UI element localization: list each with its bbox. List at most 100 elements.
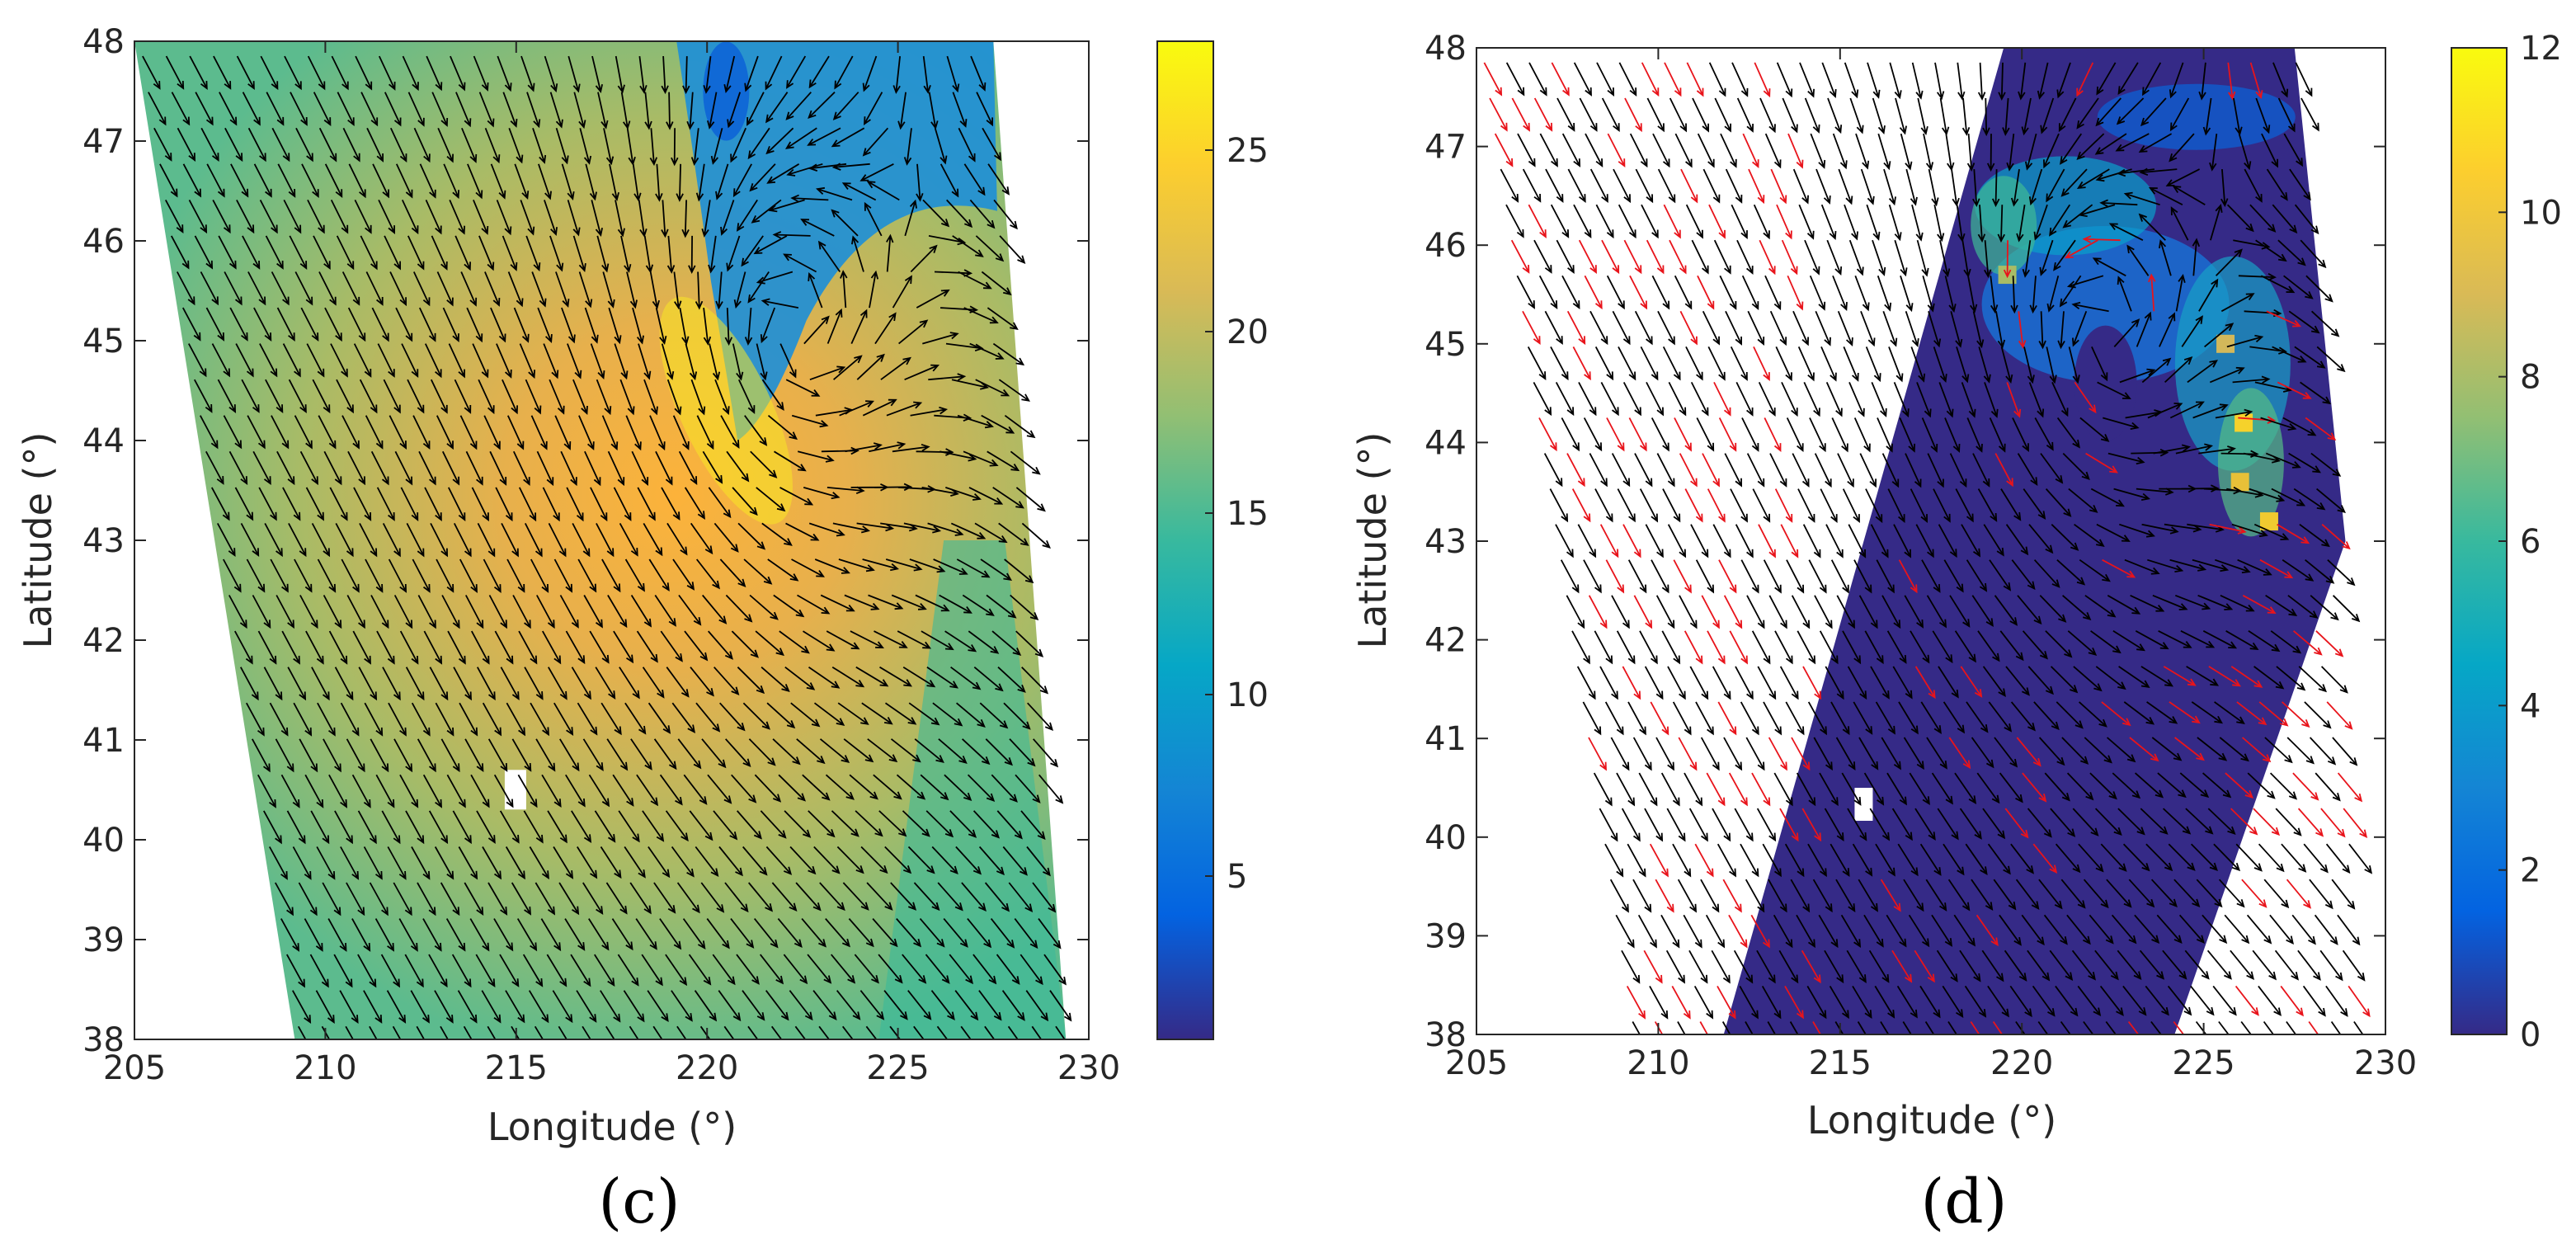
- d-wind-vector: [2302, 985, 2326, 1017]
- d-wind-vector: [1500, 168, 1519, 203]
- c-wind-vector: [742, 846, 768, 876]
- d-wind-vector: [2266, 310, 2301, 327]
- c-wind-vector: [613, 630, 634, 664]
- c-wind-vector: [359, 379, 378, 414]
- d-wind-vector: [2283, 133, 2304, 167]
- c-wind-vector: [642, 810, 665, 842]
- c-wind-vector: [428, 954, 448, 988]
- c-wind-vector: [808, 163, 847, 172]
- c-wind-vector: [802, 774, 831, 801]
- d-wind-vector: [1739, 985, 1759, 1020]
- d-wind-vector: [1904, 595, 1924, 629]
- d-wind-vector: [1865, 488, 1883, 524]
- c-wind-vector: [340, 702, 360, 737]
- d-wind-vector: [1853, 701, 1873, 735]
- d-wind-vector: [1578, 381, 1597, 417]
- c-wind-vector: [1010, 594, 1039, 621]
- d-wind-vector: [1959, 949, 1981, 982]
- c-wind-vector: [265, 235, 284, 270]
- d-wind-vector: [2198, 62, 2206, 101]
- d-wind-vector: [2173, 879, 2201, 908]
- c-wind-vector: [434, 846, 454, 880]
- c-wind-vector: [732, 487, 758, 516]
- c-wind-vector: [482, 846, 502, 880]
- d-wind-vector: [2046, 346, 2057, 384]
- c-wind-vector: [997, 667, 1026, 693]
- d-wind-vector: [1801, 949, 1821, 984]
- d-y-tick-label: 38: [1425, 1016, 1467, 1054]
- c-wind-vector: [523, 810, 544, 844]
- d-wind-vector: [2348, 985, 2371, 1018]
- panel-d-colorbar: [2451, 47, 2508, 1035]
- d-wind-vector: [2071, 301, 2109, 313]
- d-wind-vector: [1761, 985, 1782, 1020]
- c-wind-vector: [1033, 738, 1059, 768]
- d-wind-vector: [1886, 772, 1907, 806]
- d-wind-vector: [1585, 133, 1604, 167]
- d-wind-vector: [2348, 843, 2373, 874]
- d-wind-vector: [2005, 666, 2030, 696]
- d-wind-vector: [1617, 488, 1636, 523]
- c-wind-vector: [790, 702, 821, 728]
- c-wind-vector: [742, 702, 770, 730]
- c-wind-vector: [454, 379, 472, 414]
- c-colorbar-tick-label: 20: [1227, 313, 1269, 351]
- c-wind-vector: [660, 630, 683, 662]
- c-wind-vector: [904, 199, 917, 237]
- d-wind-vector: [1707, 346, 1726, 381]
- d-wind-vector: [1853, 417, 1871, 453]
- d-wind-vector: [1550, 346, 1569, 381]
- c-wind-vector: [345, 1025, 354, 1039]
- c-wind-vector: [976, 92, 993, 127]
- c-wind-vector: [348, 163, 366, 199]
- c-wind-vector: [957, 414, 994, 429]
- c-wind-vector: [305, 487, 324, 521]
- d-wind-vector: [2122, 985, 2147, 1016]
- d-y-tick-label: 48: [1425, 30, 1467, 68]
- c-wind-vector: [1032, 882, 1057, 913]
- c-wind-vector: [577, 702, 598, 736]
- d-wind-vector: [1679, 595, 1698, 629]
- c-wind-vector: [834, 55, 854, 90]
- d-wind-vector: [1848, 382, 1865, 417]
- d-wind-vector: [2090, 630, 2122, 654]
- c-wind-vector: [548, 667, 567, 700]
- d-wind-vector: [1776, 62, 1793, 98]
- d-wind-vector: [2113, 318, 2140, 348]
- d-wind-vector: [1931, 772, 1953, 805]
- d-wind-vector: [2294, 204, 2319, 235]
- d-wind-vector: [1643, 949, 1663, 984]
- c-wind-vector: [234, 630, 253, 665]
- d-wind-vector: [1859, 453, 1877, 488]
- c-wind-vector: [346, 882, 365, 916]
- c-wind-vector: [951, 379, 990, 390]
- c-wind-vector: [382, 667, 401, 701]
- d-wind-vector: [1863, 914, 1884, 948]
- d-wind-vector: [1924, 1021, 1935, 1034]
- c-wind-vector: [677, 738, 702, 770]
- d-wind-vector: [2028, 524, 2054, 554]
- d-wind-vector: [2288, 310, 2320, 334]
- d-y-tick-label: 40: [1425, 819, 1467, 857]
- d-wind-vector: [1792, 453, 1810, 488]
- c-wind-vector: [808, 271, 823, 309]
- d-wind-vector: [1875, 701, 1896, 735]
- c-wind-vector: [189, 55, 208, 90]
- c-wind-vector: [666, 667, 690, 698]
- d-wind-vector: [2225, 772, 2254, 799]
- c-wind-vector: [869, 441, 907, 453]
- c-wind-vector: [624, 846, 646, 879]
- c-wind-vector: [632, 307, 644, 345]
- d-wind-vector: [2032, 985, 2056, 1017]
- d-wind-vector: [2180, 629, 2216, 648]
- c-wind-vector: [323, 738, 341, 773]
- d-wind-vector: [2017, 595, 2042, 625]
- c-wind-vector: [699, 1025, 711, 1039]
- c-wind-vector: [448, 343, 465, 379]
- c-wind-vector: [518, 630, 538, 665]
- c-wind-vector: [661, 487, 680, 521]
- d-wind-vector: [1667, 666, 1686, 700]
- d-wind-vector: [1674, 275, 1693, 310]
- d-wind-vector: [1672, 843, 1692, 878]
- c-wind-vector: [304, 774, 324, 808]
